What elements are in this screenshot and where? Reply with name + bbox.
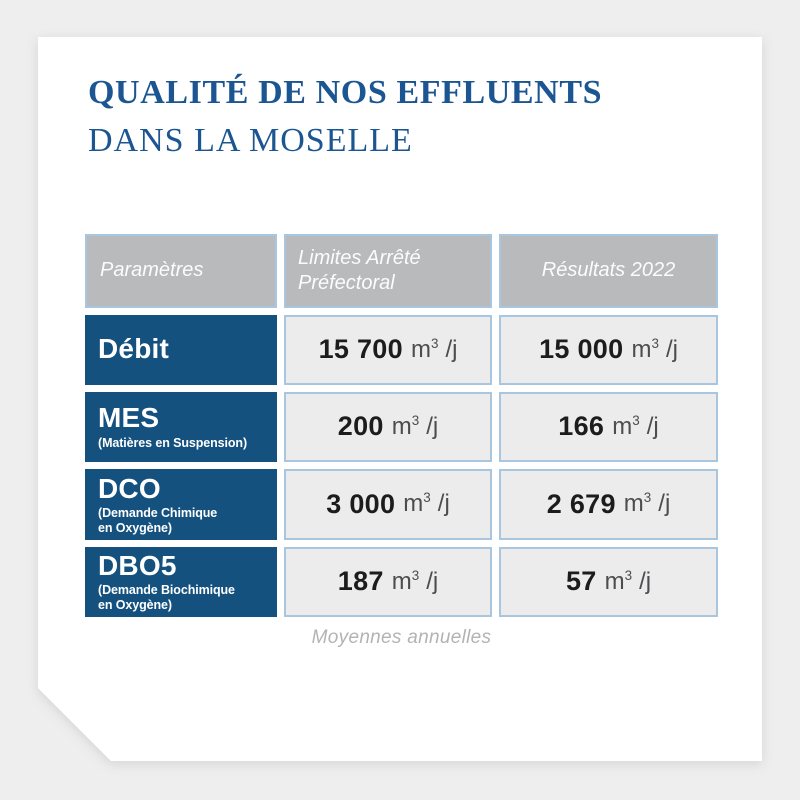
result-cell-debit: 15 000 m3/j bbox=[499, 314, 718, 385]
result-value: 15 000 bbox=[539, 334, 624, 365]
unit-label: m3/j bbox=[612, 412, 659, 440]
limit-value: 3 000 bbox=[326, 488, 396, 519]
limit-value: 15 700 bbox=[318, 334, 403, 365]
column-header-limites: Limites Arrêté Préfectoral bbox=[284, 233, 492, 308]
result-cell-dco: 2 679 m3/j bbox=[499, 468, 718, 540]
column-header-resultats: Résultats 2022 bbox=[499, 233, 718, 308]
title-line-1: QUALITÉ DE NOS EFFLUENTS bbox=[88, 74, 603, 111]
param-label: MES bbox=[98, 402, 160, 434]
limit-value: 187 bbox=[337, 566, 384, 597]
page-title: QUALITÉ DE NOS EFFLUENTS DANS LA MOSELLE bbox=[88, 69, 762, 166]
param-cell-mes: MES (Matières en Suspension) bbox=[85, 391, 277, 462]
param-sublabel: (Matières en Suspension) bbox=[98, 435, 248, 450]
param-label: DBO5 bbox=[98, 550, 177, 582]
param-cell-dbo5: DBO5 (Demande Biochimique en Oxygène) bbox=[85, 546, 277, 617]
result-value: 166 bbox=[558, 411, 605, 442]
result-value: 57 bbox=[565, 566, 597, 597]
unit-label: m3/j bbox=[403, 490, 450, 518]
unit-label: m3/j bbox=[391, 567, 439, 595]
limit-cell-mes: 200 m3/j bbox=[284, 391, 492, 462]
annual-averages-note: Moyennes annuelles bbox=[311, 626, 492, 648]
effluents-table: Paramètres Limites Arrêté Préfectoral Ré… bbox=[85, 233, 718, 617]
infographic-card: QUALITÉ DE NOS EFFLUENTS DANS LA MOSELLE… bbox=[38, 37, 762, 761]
limit-cell-dbo5: 187 m3/j bbox=[284, 546, 492, 617]
title-line-2: DANS LA MOSELLE bbox=[88, 122, 413, 160]
unit-label: m3/j bbox=[391, 412, 439, 440]
column-header-parametres: Paramètres bbox=[85, 233, 277, 308]
result-value: 2 679 bbox=[546, 488, 616, 519]
result-cell-mes: 166 m3/j bbox=[499, 391, 718, 462]
unit-label: m3/j bbox=[410, 335, 458, 363]
param-sublabel: (Demande Chimique en Oxygène) bbox=[98, 505, 218, 535]
result-cell-dbo5: 57 m3/j bbox=[499, 546, 718, 617]
unit-label: m3/j bbox=[631, 335, 678, 363]
param-label: DCO bbox=[98, 472, 161, 504]
unit-label: m3/j bbox=[623, 490, 671, 518]
limit-cell-dco: 3 000 m3/j bbox=[284, 468, 492, 540]
unit-label: m3/j bbox=[604, 567, 652, 595]
param-cell-debit: Débit bbox=[85, 314, 277, 385]
param-sublabel: (Demande Biochimique en Oxygène) bbox=[98, 583, 235, 613]
limit-cell-debit: 15 700 m3/j bbox=[284, 314, 492, 385]
param-cell-dco: DCO (Demande Chimique en Oxygène) bbox=[85, 468, 277, 540]
limit-value: 200 bbox=[337, 411, 384, 442]
param-label: Débit bbox=[98, 332, 169, 364]
